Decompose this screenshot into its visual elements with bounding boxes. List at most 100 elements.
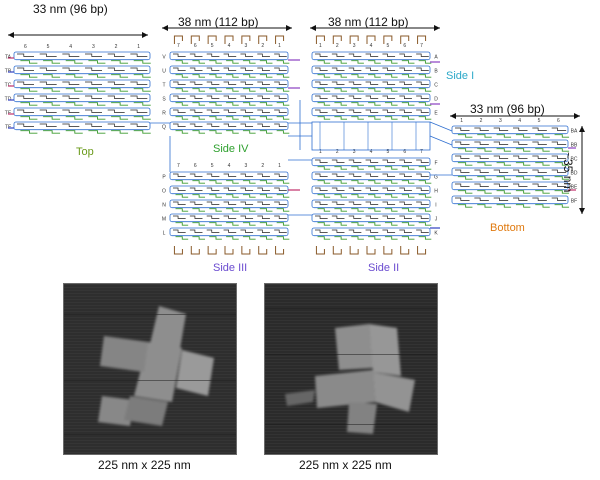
side1-green-staple-1-2 — [334, 60, 348, 64]
top-green-staple-4-2 — [43, 102, 61, 106]
top-staple-2-1 — [17, 67, 34, 71]
side3-row-label-2: O — [162, 188, 166, 194]
bottom-helix-row-5 — [451, 181, 569, 191]
top-green-staple-1-1 — [20, 60, 38, 64]
side4-green-staple-1-3 — [209, 60, 222, 64]
top-green-staple-3-6 — [133, 88, 151, 92]
side1-staple-2-2 — [331, 67, 345, 71]
side1-width-dim-arrow-right — [434, 25, 440, 31]
top-helix-row-6 — [13, 121, 151, 131]
side4-staple-5-4 — [223, 109, 237, 113]
top-staple-6-2 — [39, 123, 57, 127]
side4-loop-3 — [207, 35, 217, 44]
side4-staple-5-7 — [274, 109, 287, 113]
side4-green-staple-1-5 — [242, 60, 256, 64]
bottom-green-staple-6-2 — [477, 204, 492, 208]
side4-staple-3-5 — [240, 81, 254, 85]
side1-staple-3-7 — [416, 81, 429, 85]
bottom-panel-label: Bottom — [490, 222, 525, 234]
side2-green-staple-6-6 — [401, 236, 415, 240]
side1-staple-4-6 — [399, 95, 412, 99]
side4-green-staple-3-4 — [226, 88, 239, 92]
bottom-helix-row-4 — [451, 167, 569, 177]
top-panel-label: Top — [76, 146, 94, 158]
side2-staple-4-5 — [382, 201, 396, 205]
side2-staple-5-1 — [315, 215, 328, 219]
side1-col-2: 2 — [336, 43, 339, 49]
top-staple-5-2 — [39, 109, 57, 113]
side1-loop-2 — [332, 35, 342, 44]
side2-staple-5-2 — [331, 215, 345, 219]
bottom-staple-4-1 — [455, 169, 470, 173]
bottom-width-dim-arrow-left — [450, 113, 456, 119]
bottom-staple-2-5 — [532, 141, 547, 145]
side2-green-staple-3-5 — [384, 194, 398, 198]
top-row-label-4: TD — [5, 96, 12, 102]
side1-staple-5-3 — [348, 109, 362, 113]
side2-green-staple-4-2 — [334, 208, 348, 212]
bottom-height-dim-arrow-top — [579, 126, 585, 132]
top-staple-2-4 — [85, 67, 102, 71]
side2-green-staple-3-3 — [351, 194, 364, 198]
side1-row-label-5: E — [434, 110, 438, 116]
side3-staple-4-4 — [223, 215, 237, 219]
side3-staple-2-5 — [240, 187, 254, 191]
afm-image-1-caption: 225 nm x 225 nm — [98, 458, 191, 472]
side1-green-staple-5-1 — [317, 116, 331, 120]
top-staple-5-5 — [107, 109, 125, 113]
bottom-green-staple-3-6 — [554, 162, 570, 166]
side3-green-staple-1-4 — [226, 180, 239, 184]
side2-col-1: 1 — [319, 149, 322, 155]
side2-green-staple-4-5 — [384, 208, 398, 212]
side4-staple-6-2 — [189, 123, 203, 127]
side3-loop-1 — [173, 246, 183, 255]
side3-staple-5-6 — [257, 229, 270, 233]
side4-green-staple-2-4 — [226, 74, 239, 78]
side1-loop-6 — [400, 35, 410, 44]
bottom-staple-1-4 — [513, 127, 528, 131]
bottom-green-staple-2-3 — [496, 148, 512, 152]
side3-row-label-5: L — [163, 230, 166, 236]
side1-col-1: 1 — [319, 43, 322, 49]
side1-staple-4-3 — [348, 95, 362, 99]
side-iv-label: Side IV — [213, 143, 249, 155]
side1-green-staple-4-2 — [334, 102, 348, 106]
side1-staple-5-4 — [365, 109, 379, 113]
side4-staple-5-5 — [240, 109, 254, 113]
top-green-staple-6-1 — [20, 130, 38, 134]
side4-staple-1-3 — [206, 53, 220, 57]
bottom-helix-row-6 — [451, 195, 569, 205]
side2-loop-1 — [315, 246, 325, 255]
bottom-staple-3-4 — [513, 155, 528, 159]
side4-green-staple-2-6 — [259, 74, 273, 78]
side3-row-label-3: N — [162, 202, 166, 208]
side2-staple-2-3 — [348, 173, 362, 177]
top-width-dim-arrow-right — [142, 32, 148, 38]
top-green-staple-6-6 — [133, 130, 151, 134]
bottom-green-staple-6-6 — [554, 204, 570, 208]
side3-green-staple-2-5 — [242, 194, 256, 198]
top-width-label: 33 nm (96 bp) — [33, 2, 108, 16]
side4-helix-row-5 — [169, 107, 289, 117]
bottom-staple-1-5 — [532, 127, 547, 131]
side4-staple-5-2 — [189, 109, 203, 113]
side2-col-3: 3 — [353, 149, 356, 155]
top-helix-row-1 — [13, 51, 151, 61]
side2-staple-1-5 — [382, 159, 396, 163]
side3-green-staple-1-6 — [259, 180, 273, 184]
side-i-label: Side I — [446, 70, 475, 82]
side1-green-staple-4-5 — [384, 102, 398, 106]
side3-green-staple-1-1 — [175, 180, 189, 184]
side4-helix-row-6 — [169, 121, 289, 131]
side2-staple-6-7 — [416, 229, 429, 233]
side2-staple-4-6 — [399, 201, 412, 205]
side4-col-3: 5 — [211, 43, 214, 49]
side1-col-3: 3 — [353, 43, 356, 49]
side4-staple-6-6 — [257, 123, 270, 127]
side3-staple-5-4 — [223, 229, 237, 233]
top-green-staple-6-2 — [43, 130, 61, 134]
bottom-staple-2-6 — [551, 141, 567, 145]
side3-staple-5-3 — [206, 229, 220, 233]
side2-green-staple-5-7 — [418, 222, 432, 226]
side3-staple-4-6 — [257, 215, 270, 219]
